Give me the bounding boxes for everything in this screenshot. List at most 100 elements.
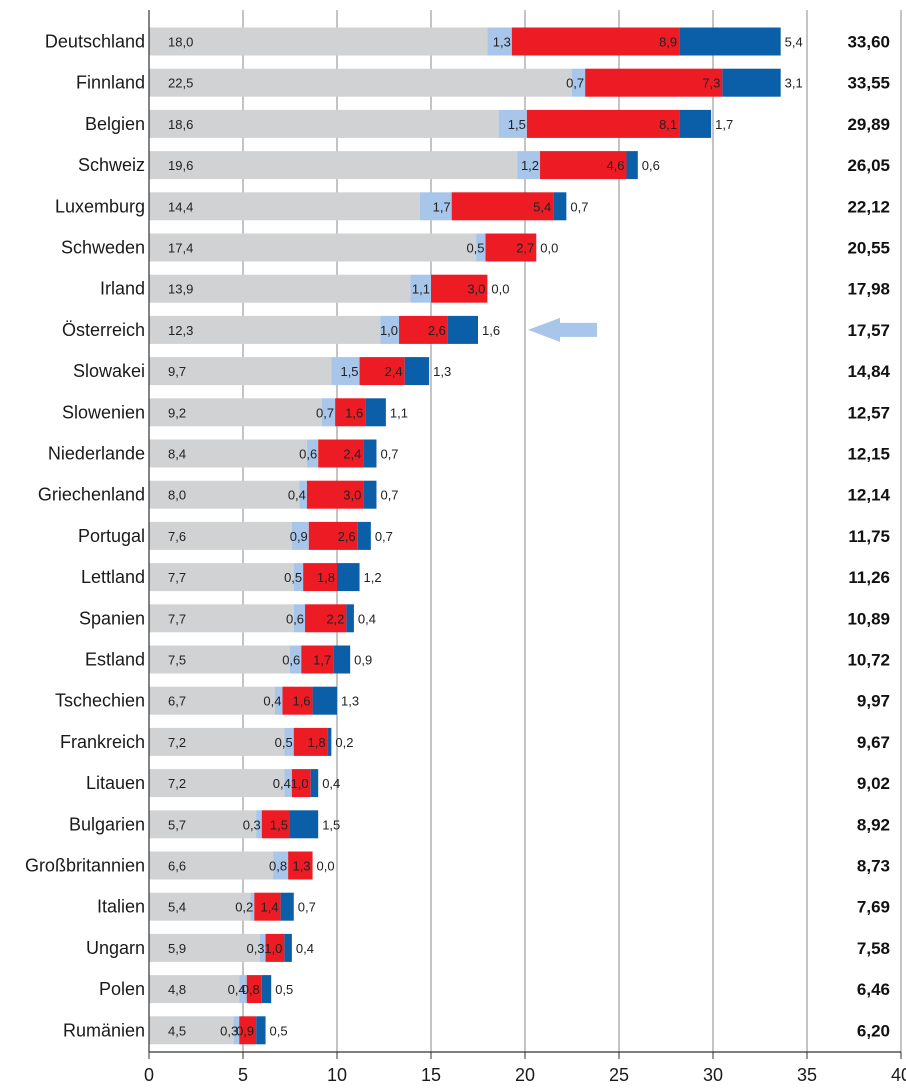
- red-segment: [246, 975, 262, 1004]
- dark-blue-segment: [679, 27, 781, 56]
- dark-blue-value-label: 0,7: [570, 199, 588, 214]
- dark-blue-segment: [447, 315, 478, 344]
- red-segment: [261, 810, 290, 839]
- total-label: 8,92: [857, 815, 890, 834]
- dark-blue-segment: [337, 563, 360, 592]
- light-blue-value-label: 0,4: [273, 776, 291, 791]
- red-segment: [451, 192, 554, 221]
- light-blue-segment: [487, 27, 512, 56]
- dark-blue-value-label: 0,7: [380, 447, 398, 462]
- category-label: Luxemburg: [55, 196, 145, 216]
- total-label: 9,67: [857, 733, 890, 752]
- grey-value-label: 5,9: [168, 941, 186, 956]
- red-value-label: 1,7: [313, 653, 331, 668]
- x-axis-ticks: 0 5 10 15 20 25 30 35 40: [144, 10, 906, 1085]
- red-value-label: 2,4: [343, 447, 361, 462]
- light-blue-segment: [291, 521, 309, 550]
- grey-value-label: 7,5: [168, 653, 186, 668]
- category-label: Belgien: [85, 114, 145, 134]
- x-tick-label: 0: [144, 1065, 154, 1085]
- total-label: 12,57: [847, 403, 890, 422]
- total-label: 22,12: [847, 197, 890, 216]
- dark-blue-value-label: 5,4: [785, 35, 803, 50]
- grey-value-label: 9,7: [168, 364, 186, 379]
- red-segment: [540, 151, 627, 180]
- total-label: 11,75: [848, 527, 890, 546]
- grey-segment: [149, 933, 260, 962]
- light-blue-segment: [256, 810, 262, 839]
- light-blue-value-label: 1,5: [340, 364, 358, 379]
- light-blue-value-label: 0,6: [282, 653, 300, 668]
- red-segment: [431, 274, 488, 303]
- category-label: Schweiz: [78, 155, 145, 175]
- grey-value-label: 4,5: [168, 1023, 186, 1038]
- grey-value-label: 6,7: [168, 694, 186, 709]
- grey-value-label: 5,7: [168, 817, 186, 832]
- grey-value-label: 14,4: [168, 199, 193, 214]
- dark-blue-segment: [626, 151, 638, 180]
- total-label: 9,97: [857, 692, 890, 711]
- category-label: Deutschland: [45, 32, 145, 52]
- red-segment: [265, 933, 285, 962]
- red-value-label: 1,0: [264, 941, 282, 956]
- x-tick-label: 5: [238, 1065, 248, 1085]
- dark-blue-segment: [256, 1016, 266, 1045]
- light-blue-value-label: 1,0: [380, 323, 398, 338]
- dark-blue-value-label: 0,7: [380, 488, 398, 503]
- grey-value-label: 7,7: [168, 611, 186, 626]
- light-blue-value-label: 0,4: [228, 982, 246, 997]
- light-blue-segment: [293, 604, 306, 633]
- dark-blue-value-label: 0,4: [296, 941, 314, 956]
- grey-segment: [149, 769, 285, 798]
- red-value-label: 7,3: [702, 76, 720, 91]
- dark-blue-value-label: 0,9: [354, 653, 372, 668]
- red-value-label: 0,8: [242, 982, 260, 997]
- dark-blue-value-label: 0,4: [322, 776, 340, 791]
- light-blue-value-label: 0,5: [466, 241, 484, 256]
- red-value-label: 8,1: [659, 117, 677, 132]
- grey-value-label: 9,2: [168, 405, 186, 420]
- red-segment: [335, 398, 366, 427]
- total-label: 10,72: [847, 651, 890, 670]
- light-blue-value-label: 0,5: [284, 570, 302, 585]
- light-blue-value-label: 0,7: [316, 405, 334, 420]
- red-segment: [301, 645, 334, 674]
- dark-blue-segment: [722, 68, 781, 97]
- vertical-gridlines: [148, 10, 902, 1052]
- x-tick-label: 25: [609, 1065, 629, 1085]
- dark-blue-value-label: 1,1: [390, 405, 408, 420]
- grey-segment: [149, 1016, 234, 1045]
- red-segment: [485, 233, 537, 262]
- category-label: Slowakei: [73, 361, 145, 381]
- grey-segment: [149, 892, 251, 921]
- category-label: Portugal: [78, 526, 145, 546]
- light-blue-value-label: 1,1: [412, 282, 430, 297]
- grey-value-label: 12,3: [168, 323, 193, 338]
- category-label: Litauen: [86, 773, 145, 793]
- red-value-label: 8,9: [659, 35, 677, 50]
- grey-value-label: 19,6: [168, 158, 193, 173]
- red-segment: [254, 892, 281, 921]
- dark-blue-segment: [346, 604, 354, 633]
- category-label: Polen: [99, 979, 145, 999]
- dark-blue-segment: [261, 975, 272, 1004]
- red-value-label: 1,8: [317, 570, 335, 585]
- light-blue-segment: [293, 563, 304, 592]
- total-label: 8,73: [857, 857, 890, 876]
- red-value-label: 0,9: [236, 1023, 254, 1038]
- red-segment: [282, 686, 313, 715]
- red-value-label: 1,8: [308, 735, 326, 750]
- category-label: Österreich: [62, 320, 145, 340]
- category-label: Lettland: [81, 567, 145, 587]
- total-label: 6,46: [857, 980, 890, 999]
- category-label: Bulgarien: [69, 814, 145, 834]
- total-label: 17,57: [847, 321, 890, 340]
- red-value-label: 1,4: [261, 900, 279, 915]
- x-tick-label: 10: [327, 1065, 347, 1085]
- light-blue-segment: [290, 645, 302, 674]
- light-blue-segment: [299, 480, 307, 509]
- light-blue-value-label: 1,3: [493, 35, 511, 50]
- light-blue-value-label: 1,7: [433, 199, 451, 214]
- grey-value-label: 5,4: [168, 900, 186, 915]
- grey-segment: [149, 563, 294, 592]
